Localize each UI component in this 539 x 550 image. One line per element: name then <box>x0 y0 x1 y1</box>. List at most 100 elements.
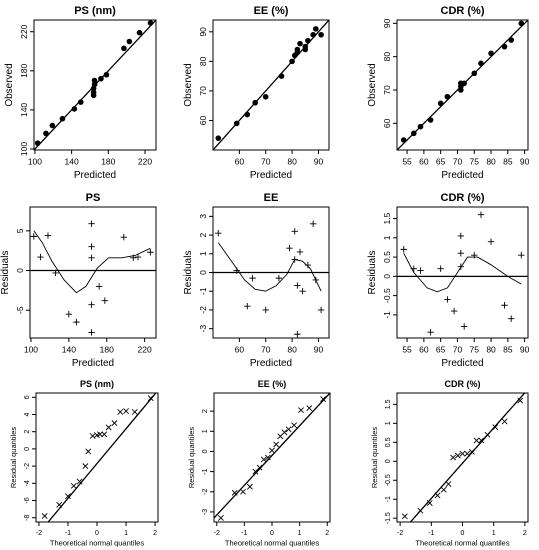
y-tick-label: 90 <box>382 18 392 28</box>
data-point <box>123 408 129 414</box>
reference-layer <box>214 393 330 519</box>
x-axis-label: Theoretical normal quantiles <box>50 539 144 548</box>
data-point <box>310 31 316 38</box>
data-point <box>105 424 112 431</box>
data-point <box>56 501 63 508</box>
data-point <box>468 448 475 455</box>
x-tick-label: 90 <box>314 345 324 355</box>
data-point <box>444 296 451 303</box>
data-point <box>457 232 465 240</box>
data-point <box>294 49 301 56</box>
panel-9: CDR (%) -2 -1 0 1 2 -1.5 -1 -0.5 0 0.5 1 1.5 Theoreti… <box>370 379 529 548</box>
data-point <box>101 297 109 304</box>
chart-title: EE (%) <box>254 5 289 17</box>
data-point <box>305 37 311 44</box>
data-point <box>98 75 104 82</box>
data-point <box>487 238 495 245</box>
data-point <box>518 20 525 27</box>
x-tick-label: 60 <box>419 157 429 167</box>
x-tick-label: 1 <box>492 530 496 537</box>
data-point <box>240 488 246 495</box>
plot-frame <box>29 206 157 339</box>
data-point <box>281 429 288 436</box>
data-point <box>37 253 44 261</box>
x-tick-label: 1 <box>298 530 302 537</box>
data-point <box>88 243 95 250</box>
y-tick-label: -8 <box>24 514 31 520</box>
y-tick-label: 60 <box>382 118 392 128</box>
data-point <box>285 426 292 433</box>
y-tick-label: 70 <box>382 85 392 95</box>
y-axis-label: Residuals <box>0 251 11 295</box>
data-point <box>244 302 251 310</box>
y-tick-label: -1 <box>382 311 392 319</box>
data-point <box>65 310 73 318</box>
data-point <box>294 282 301 289</box>
x-tick-label: 55 <box>402 157 412 167</box>
qq-line <box>409 393 526 522</box>
x-axis-label: Predicted <box>441 358 483 369</box>
data-point <box>275 274 283 282</box>
data-point <box>246 483 253 490</box>
data-point <box>291 422 298 429</box>
x-tick-label: 70 <box>453 345 463 355</box>
data-point <box>147 20 154 26</box>
data-point <box>76 478 83 485</box>
x-tick-label: 70 <box>453 157 463 167</box>
y-tick-label: 3 <box>198 214 208 219</box>
chart-title: CDR (%) <box>445 379 481 389</box>
data-point <box>88 301 95 308</box>
data-point <box>269 447 275 454</box>
x-tick-label: 85 <box>503 345 513 355</box>
y-tick-label: 0 <box>15 268 25 273</box>
data-point <box>464 450 471 457</box>
y-tick-label: -1 <box>198 287 208 295</box>
data-point <box>289 58 295 65</box>
data-point <box>450 454 457 461</box>
qq-line <box>47 393 157 522</box>
y-tick-label: -1 <box>385 496 392 502</box>
data-point <box>417 123 424 130</box>
y-tick-label: 2 <box>24 430 31 434</box>
y-axis-label: Observed <box>367 63 378 106</box>
y-tick-label: 1.5 <box>382 212 392 224</box>
reference-layer <box>409 393 526 522</box>
y-tick-label: 100 <box>19 142 29 156</box>
chart-title: PS <box>86 192 101 204</box>
data-point <box>262 94 269 100</box>
x-axis-label: Predicted <box>250 170 292 181</box>
smooth-curve <box>33 230 151 294</box>
data-point <box>313 26 319 32</box>
reference-layer <box>213 20 329 150</box>
x-tick-label: 80 <box>486 345 496 355</box>
y-tick-label: 1 <box>385 421 392 425</box>
data-point <box>427 117 434 123</box>
chart-title: CDR (%) <box>441 5 485 17</box>
data-point <box>286 244 293 252</box>
data-point <box>410 265 417 272</box>
y-tick-label: 1 <box>198 251 208 256</box>
data-point <box>484 431 491 438</box>
data-point <box>70 482 77 489</box>
x-tick-label: -2 <box>36 530 42 537</box>
data-point <box>492 424 499 431</box>
data-point <box>262 306 269 314</box>
data-point <box>454 452 461 459</box>
plot-frame <box>212 19 330 151</box>
x-tick-label: 100 <box>24 345 38 355</box>
y-axis-label: Residuals <box>183 251 194 295</box>
y-axis-label: Residual quantiles <box>9 427 18 489</box>
x-tick-label: 65 <box>436 345 446 355</box>
data-point <box>312 276 320 284</box>
data-point <box>147 249 154 256</box>
x-axis-label: Theoretical normal quantiles <box>415 539 509 548</box>
y-axis-label: Residuals <box>367 251 378 295</box>
data-point <box>400 246 407 253</box>
y-tick-label: 0 <box>24 447 31 451</box>
data-point <box>488 50 494 57</box>
x-tick-label: -1 <box>65 530 71 537</box>
data-point <box>136 29 143 36</box>
y-tick-label: -3 <box>202 509 209 515</box>
x-tick-label: -1 <box>428 530 434 537</box>
